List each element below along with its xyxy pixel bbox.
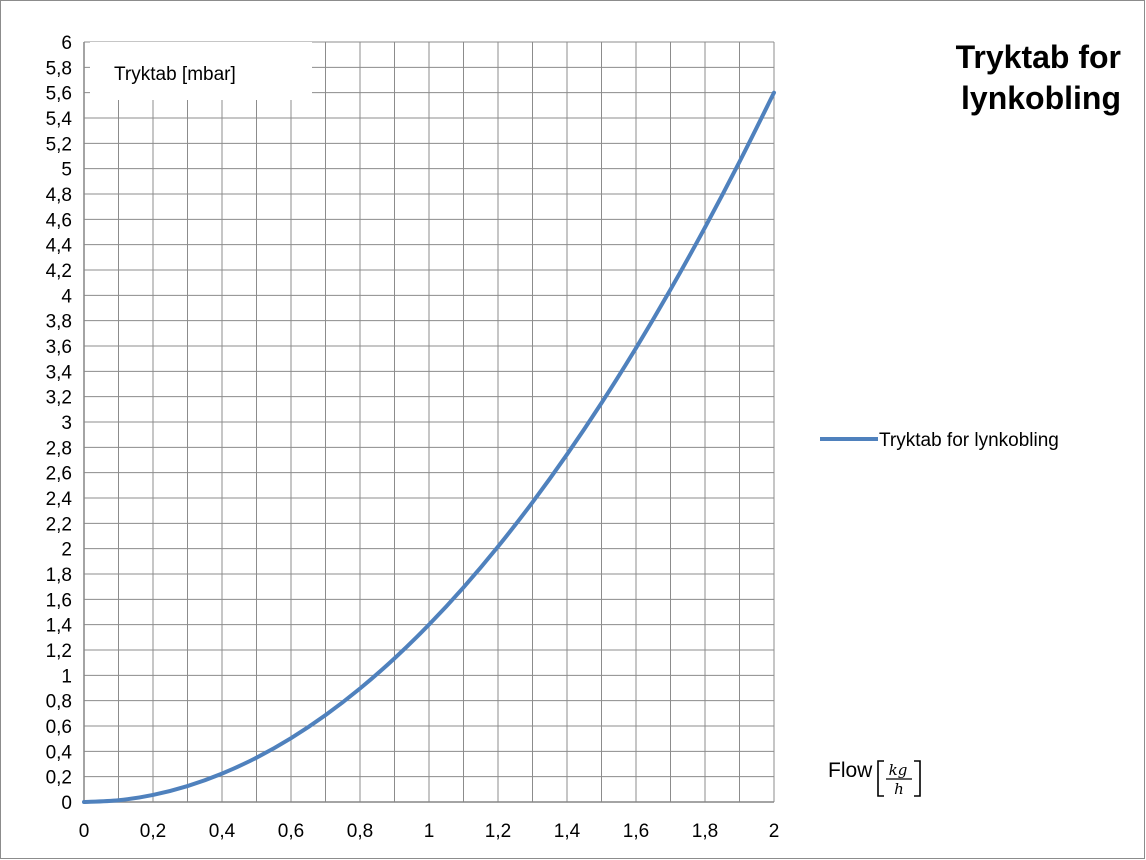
y-tick-labels: 0 0,2 0,4 0,6 0,8 1 1,2 1,4 1,6 1,8 2 2,2 2,4 2,6 2,8 3… xyxy=(46,33,73,814)
x-tick-label: 1 xyxy=(424,821,435,842)
y-tick-label: 1 xyxy=(61,666,72,687)
y-tick-label: 2,2 xyxy=(46,514,72,535)
series-line xyxy=(82,90,776,804)
y-tick-label: 2,6 xyxy=(46,464,72,485)
ylabel-box xyxy=(90,42,312,100)
y-tick-label: 4,2 xyxy=(46,261,72,282)
y-tick-label: 3,6 xyxy=(46,337,72,358)
y-tick-label: 3,4 xyxy=(46,362,73,383)
x-unit-left-bracket xyxy=(877,760,884,797)
y-tick-label: 6 xyxy=(61,33,72,54)
y-tick-label: 0 xyxy=(61,793,72,814)
chart-title-line-2: lynkobling xyxy=(961,80,1121,116)
y-tick-label: 2,8 xyxy=(46,438,72,459)
x-tick-labels: 0 0,2 0,4 0,6 0,8 1 1,2 1,4 1,6 1,8 2 xyxy=(79,821,780,842)
legend: Tryktab for lynkobling xyxy=(820,430,1059,451)
y-tick-label: 4,8 xyxy=(46,185,72,206)
y-tick-label: 3,8 xyxy=(46,312,72,333)
y-tick-label: 2 xyxy=(61,540,72,561)
y-axis-label: Tryktab [mbar] xyxy=(114,64,236,85)
y-tick-label: 0,2 xyxy=(46,768,72,789)
y-tick-label: 1,2 xyxy=(46,641,72,662)
y-tick-label: 2,4 xyxy=(46,489,73,510)
x-tick-label: 1,2 xyxy=(485,821,511,842)
x-unit-numerator: kg xyxy=(889,761,908,779)
x-tick-label: 0,6 xyxy=(278,821,304,842)
y-tick-label: 1,8 xyxy=(46,565,72,586)
x-tick-label: 0,2 xyxy=(140,821,166,842)
y-tick-label: 4,4 xyxy=(46,236,73,257)
x-axis-title: Flow kg h xyxy=(828,759,921,798)
y-tick-label: 5,8 xyxy=(46,58,72,79)
y-tick-label: 5,4 xyxy=(46,109,73,130)
y-tick-label: 5,2 xyxy=(46,134,72,155)
y-tick-label: 4,6 xyxy=(46,210,72,231)
y-tick-label: 4 xyxy=(61,286,72,307)
x-axis-label: Flow xyxy=(828,759,873,782)
chart-title-line-1: Tryktab for xyxy=(956,39,1121,75)
y-tick-label: 3 xyxy=(61,413,72,434)
x-tick-label: 1,6 xyxy=(623,821,649,842)
x-tick-label: 1,8 xyxy=(692,821,718,842)
y-tick-label: 1,6 xyxy=(46,590,72,611)
y-tick-label: 0,6 xyxy=(46,717,72,738)
x-tick-label: 0,4 xyxy=(209,821,236,842)
y-tick-label: 5,6 xyxy=(46,84,72,105)
x-tick-label: 2 xyxy=(769,821,780,842)
y-tick-label: 0,8 xyxy=(46,692,72,713)
series-layer xyxy=(82,90,776,804)
y-tick-label: 0,4 xyxy=(46,742,73,763)
x-tick-label: 0,8 xyxy=(347,821,373,842)
grid xyxy=(83,41,775,803)
x-unit-denominator: h xyxy=(894,780,904,798)
y-tick-label: 5 xyxy=(61,160,72,181)
y-tick-label: 1,4 xyxy=(46,616,73,637)
x-tick-label: 1,4 xyxy=(554,821,581,842)
x-tick-label: 0 xyxy=(79,821,90,842)
x-unit-right-bracket xyxy=(914,760,921,797)
legend-label: Tryktab for lynkobling xyxy=(879,430,1059,451)
y-tick-label: 3,2 xyxy=(46,388,72,409)
